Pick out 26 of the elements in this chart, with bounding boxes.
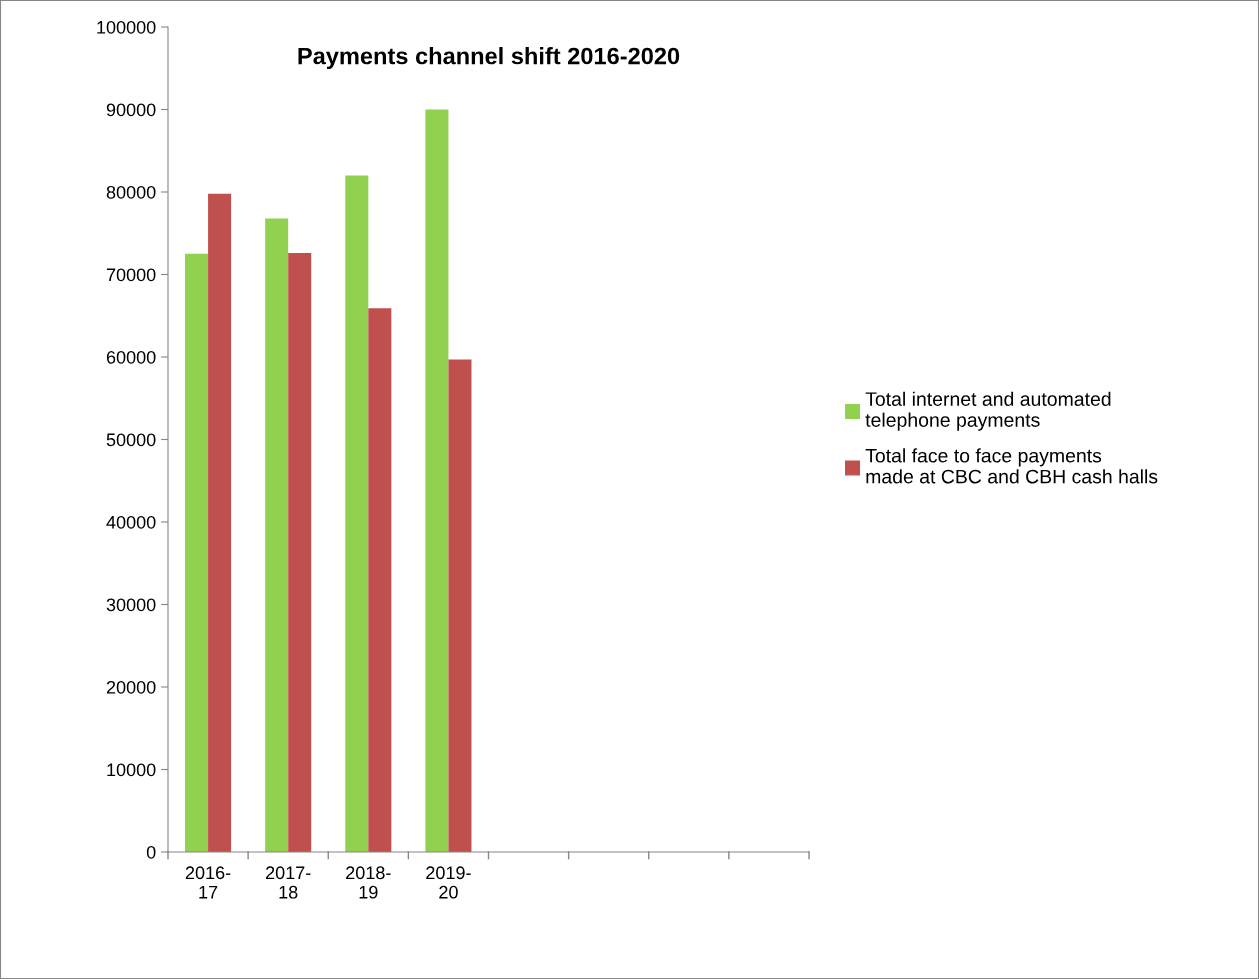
x-tick-label: 2017-18 — [266, 866, 311, 899]
bar — [288, 253, 312, 852]
bar — [265, 218, 289, 852]
y-tick-label: 60000 — [106, 350, 156, 364]
y-tick-label: 10000 — [107, 763, 156, 777]
bar — [208, 193, 232, 852]
bar — [345, 175, 369, 852]
x-tick-label: 2016-17 — [185, 866, 231, 899]
text: Payments channel shift 2016-2020 — [298, 47, 680, 70]
y-tick-label: 40000 — [106, 515, 156, 529]
x-tick-label: 2018-19 — [346, 866, 391, 899]
bar — [448, 359, 472, 852]
legend-label: Total face to face payments made at CBC and CBH cash halls — [865, 448, 1158, 484]
legend-label: Total internet and automated telephone payments — [865, 391, 1111, 431]
y-tick-label: 0 — [146, 845, 156, 859]
y-tick-label: 50000 — [106, 433, 156, 447]
y-tick-label: 80000 — [106, 185, 156, 199]
bar — [185, 253, 209, 852]
y-tick-label: 20000 — [106, 680, 156, 694]
bar — [425, 109, 449, 852]
x-tick-label: 2019-20 — [426, 866, 471, 899]
y-tick-label: 70000 — [106, 268, 156, 282]
bar — [368, 308, 392, 852]
y-tick-label: 30000 — [106, 598, 156, 612]
y-tick-label: 90000 — [106, 103, 156, 117]
y-tick-label: 100000 — [97, 20, 156, 34]
